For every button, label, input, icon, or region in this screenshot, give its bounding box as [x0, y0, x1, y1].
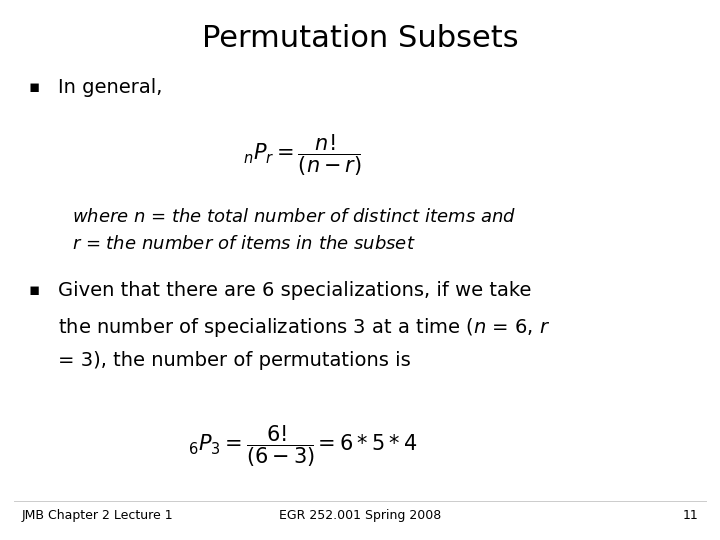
Text: Given that there are 6 specializations, if we take: Given that there are 6 specializations, …: [58, 281, 531, 300]
Text: ▪: ▪: [29, 78, 40, 96]
Text: ▪: ▪: [29, 281, 40, 299]
Text: the number of specializations 3 at a time ($n$ = 6, $r$: the number of specializations 3 at a tim…: [58, 316, 550, 339]
Text: In general,: In general,: [58, 78, 162, 97]
Text: = 3), the number of permutations is: = 3), the number of permutations is: [58, 351, 410, 370]
Text: where $n$ = the total number of distinct items and: where $n$ = the total number of distinct…: [72, 208, 516, 226]
Text: JMB Chapter 2 Lecture 1: JMB Chapter 2 Lecture 1: [22, 509, 174, 522]
Text: 11: 11: [683, 509, 698, 522]
Text: $r$ = the number of items in the subset: $r$ = the number of items in the subset: [72, 235, 415, 253]
Text: $_{6}P_{3} = \dfrac{6!}{(6-3)\!} = 6*5*4$: $_{6}P_{3} = \dfrac{6!}{(6-3)\!} = 6*5*4…: [188, 424, 417, 469]
Text: $_{n}P_{r} = \dfrac{n!}{(n-r)\!}$: $_{n}P_{r} = \dfrac{n!}{(n-r)\!}$: [243, 132, 362, 178]
Text: EGR 252.001 Spring 2008: EGR 252.001 Spring 2008: [279, 509, 441, 522]
Text: Permutation Subsets: Permutation Subsets: [202, 24, 518, 53]
